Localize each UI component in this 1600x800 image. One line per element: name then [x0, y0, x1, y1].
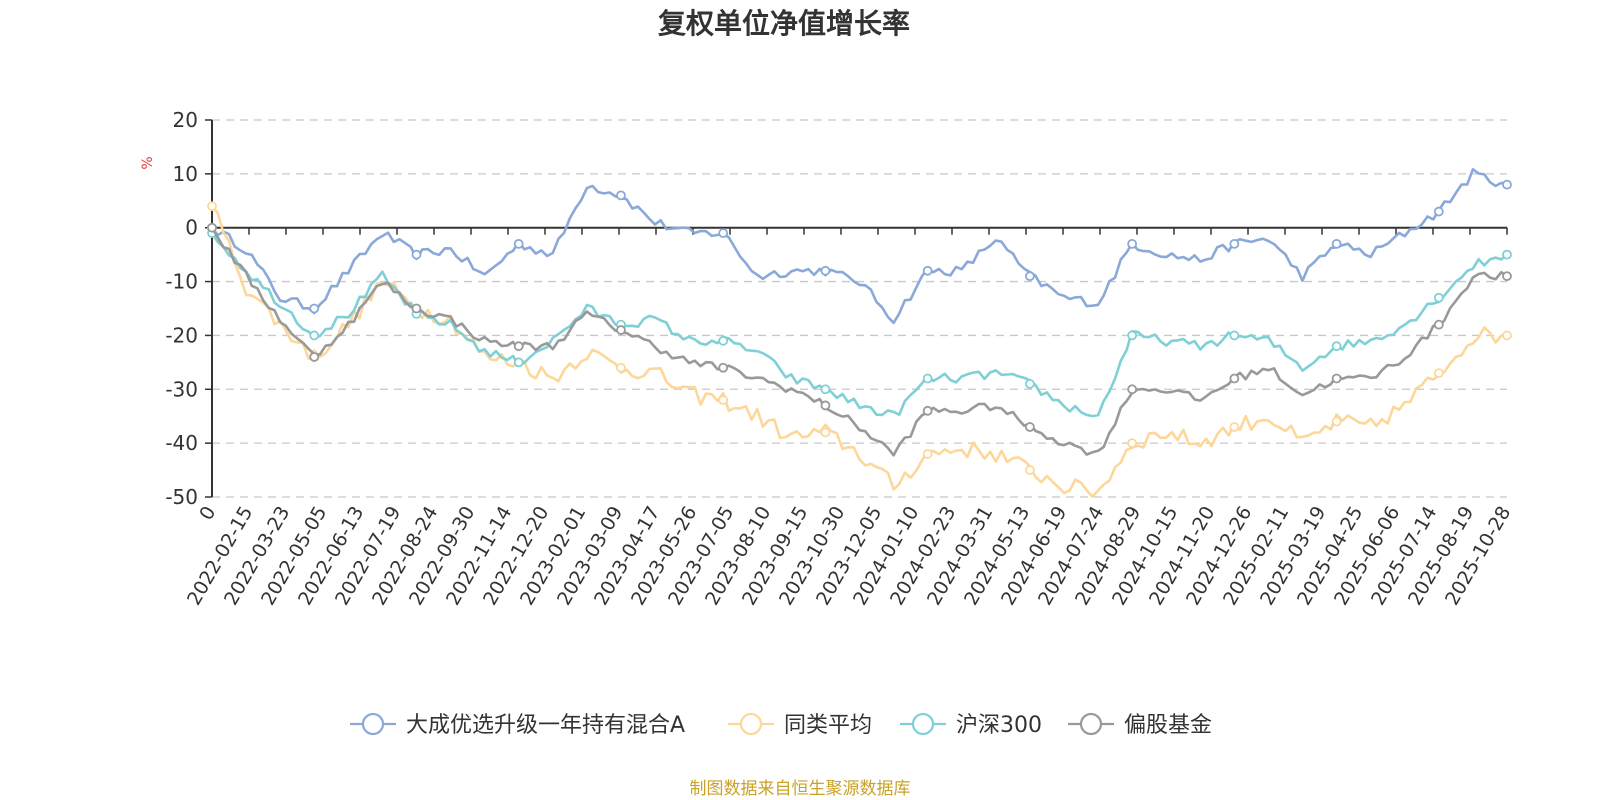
series-point: [1502, 271, 1512, 282]
series-point: [1502, 249, 1512, 260]
series-point: [1331, 238, 1342, 249]
series-point: [1127, 330, 1138, 341]
legend-marker: [361, 712, 385, 736]
series-point: [1024, 378, 1035, 389]
series-point: [309, 303, 320, 314]
y-tick-label: 20: [173, 108, 198, 132]
legend-label: 偏股基金: [1124, 713, 1212, 738]
series-point: [309, 330, 320, 341]
y-axis-unit: %: [140, 156, 156, 169]
series-point: [1502, 179, 1512, 190]
series-point: [718, 362, 729, 373]
y-tick-label: 10: [173, 162, 198, 186]
series-point: [1502, 330, 1512, 341]
series-point: [513, 341, 524, 352]
y-tick-label: -20: [165, 323, 198, 347]
legend-item[interactable]: 同类平均: [728, 712, 872, 738]
series-point: [922, 373, 933, 384]
series-point: [1331, 416, 1342, 427]
series-point: [513, 357, 524, 368]
legend-item[interactable]: 沪深300: [900, 712, 1042, 738]
legend-marker: [1079, 712, 1103, 736]
x-tick-label: 0: [195, 503, 220, 524]
series-point: [616, 362, 626, 373]
series-point: [820, 427, 831, 438]
series-point: [1024, 271, 1035, 282]
series-point: [718, 395, 729, 405]
series-point: [513, 238, 524, 249]
series-line: [210, 227, 1508, 457]
series-point: [1433, 206, 1444, 217]
y-tick-label: -30: [165, 377, 198, 401]
series-point: [1433, 292, 1444, 303]
series-point: [1127, 238, 1138, 249]
legend-label: 沪深300: [956, 713, 1042, 738]
series-point: [1229, 373, 1240, 384]
series-line: [210, 232, 1508, 418]
series-point: [1127, 384, 1138, 395]
series-point: [207, 222, 217, 233]
legend-marker: [911, 712, 935, 736]
series-point: [718, 335, 729, 346]
legend-item[interactable]: 偏股基金: [1068, 712, 1212, 738]
series-point: [411, 249, 422, 260]
y-tick-label: -50: [165, 485, 198, 509]
series-point: [922, 265, 933, 276]
series-point: [1331, 341, 1342, 352]
series-point: [1433, 368, 1444, 379]
y-tick-label: -10: [165, 270, 198, 294]
series-point: [1229, 422, 1240, 432]
series-point: [616, 190, 626, 201]
series-point: [820, 265, 831, 276]
series-point: [820, 400, 831, 411]
series-point: [820, 384, 831, 395]
series-point: [922, 405, 933, 416]
series-point: [309, 352, 320, 362]
series-line: [210, 168, 1508, 325]
series-point: [718, 228, 729, 239]
legend-marker: [739, 712, 763, 736]
series-point: [207, 201, 217, 212]
chart-title: 复权单位净值增长率: [658, 7, 910, 40]
series-point: [616, 325, 626, 335]
legend-label: 大成优选升级一年持有混合A: [406, 713, 685, 738]
series-point: [922, 449, 933, 459]
data-source-note: 制图数据来自恒生聚源数据库: [690, 779, 911, 799]
series-point: [1433, 319, 1444, 330]
series-point: [1024, 422, 1035, 432]
series-line: [211, 205, 1508, 498]
series-point: [411, 303, 422, 314]
legend-item[interactable]: 大成优选升级一年持有混合A: [350, 712, 685, 738]
y-tick-label: 0: [185, 216, 198, 240]
series-point: [1229, 238, 1240, 249]
series-point: [1024, 465, 1035, 475]
series-point: [1229, 330, 1240, 341]
legend-label: 同类平均: [784, 713, 872, 738]
y-tick-label: -40: [165, 431, 198, 455]
series-point: [1127, 438, 1138, 449]
series-point: [1331, 373, 1342, 384]
